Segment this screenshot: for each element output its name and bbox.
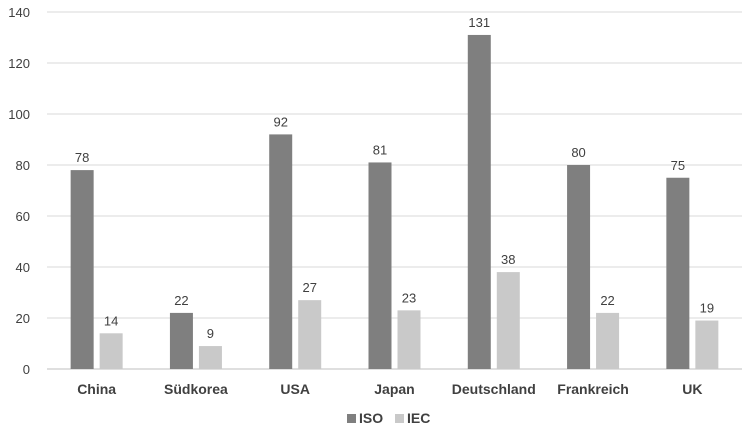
y-tick-label: 20 xyxy=(16,311,30,326)
bar-iec xyxy=(397,310,421,369)
bars xyxy=(70,34,719,369)
data-labels: 78 14 22 9 92 27 81 23 131 38 80 22 75 19 xyxy=(75,15,714,341)
y-tick-label: 100 xyxy=(8,107,30,122)
category-label: USA xyxy=(280,381,310,397)
data-label: 38 xyxy=(501,252,515,267)
y-axis-tick-labels: 0 20 40 60 80 100 120 140 xyxy=(8,5,30,377)
bar-iec xyxy=(596,312,620,369)
y-tick-label: 140 xyxy=(8,5,30,20)
data-label: 78 xyxy=(75,150,89,165)
data-label: 81 xyxy=(373,142,387,157)
legend: ISO IEC xyxy=(347,410,430,426)
bar-iso xyxy=(567,165,591,369)
data-label: 23 xyxy=(402,290,416,305)
bar-iec xyxy=(695,320,719,369)
data-label: 131 xyxy=(468,15,490,30)
data-label: 19 xyxy=(700,301,714,316)
category-label: China xyxy=(77,381,116,397)
category-label: Südkorea xyxy=(164,381,228,397)
x-axis-category-labels: China Südkorea USA Japan Deutschland Frankrei… xyxy=(77,381,702,397)
data-label: 14 xyxy=(104,313,118,328)
gridlines xyxy=(47,11,742,319)
category-label: Japan xyxy=(374,381,414,397)
bar-iso xyxy=(368,162,392,369)
data-label: 27 xyxy=(302,280,316,295)
y-tick-label: 40 xyxy=(16,260,30,275)
legend-item: ISO xyxy=(347,410,383,426)
bar-iso xyxy=(467,34,491,369)
data-label: 22 xyxy=(600,293,614,308)
data-label: 22 xyxy=(174,293,188,308)
legend-label: ISO xyxy=(359,410,383,426)
bar-iso xyxy=(169,312,193,369)
category-label: Deutschland xyxy=(452,381,536,397)
y-tick-label: 0 xyxy=(23,362,30,377)
data-label: 75 xyxy=(671,158,685,173)
bar-iso xyxy=(70,170,94,369)
legend-swatch xyxy=(395,414,404,423)
bar-iec xyxy=(298,300,322,369)
bar-iso xyxy=(269,134,293,369)
category-label: Frankreich xyxy=(557,381,629,397)
bar-iso xyxy=(666,177,690,369)
legend-item: IEC xyxy=(395,410,430,426)
legend-label: IEC xyxy=(407,410,430,426)
data-label: 80 xyxy=(571,145,585,160)
legend-swatch xyxy=(347,414,356,423)
data-label: 9 xyxy=(207,326,214,341)
category-label: UK xyxy=(682,381,702,397)
bar-iec xyxy=(496,272,520,369)
y-tick-label: 80 xyxy=(16,158,30,173)
bar-iec xyxy=(198,346,222,369)
y-tick-label: 120 xyxy=(8,56,30,71)
bar-iec xyxy=(99,333,123,369)
y-tick-label: 60 xyxy=(16,209,30,224)
data-label: 92 xyxy=(273,114,287,129)
